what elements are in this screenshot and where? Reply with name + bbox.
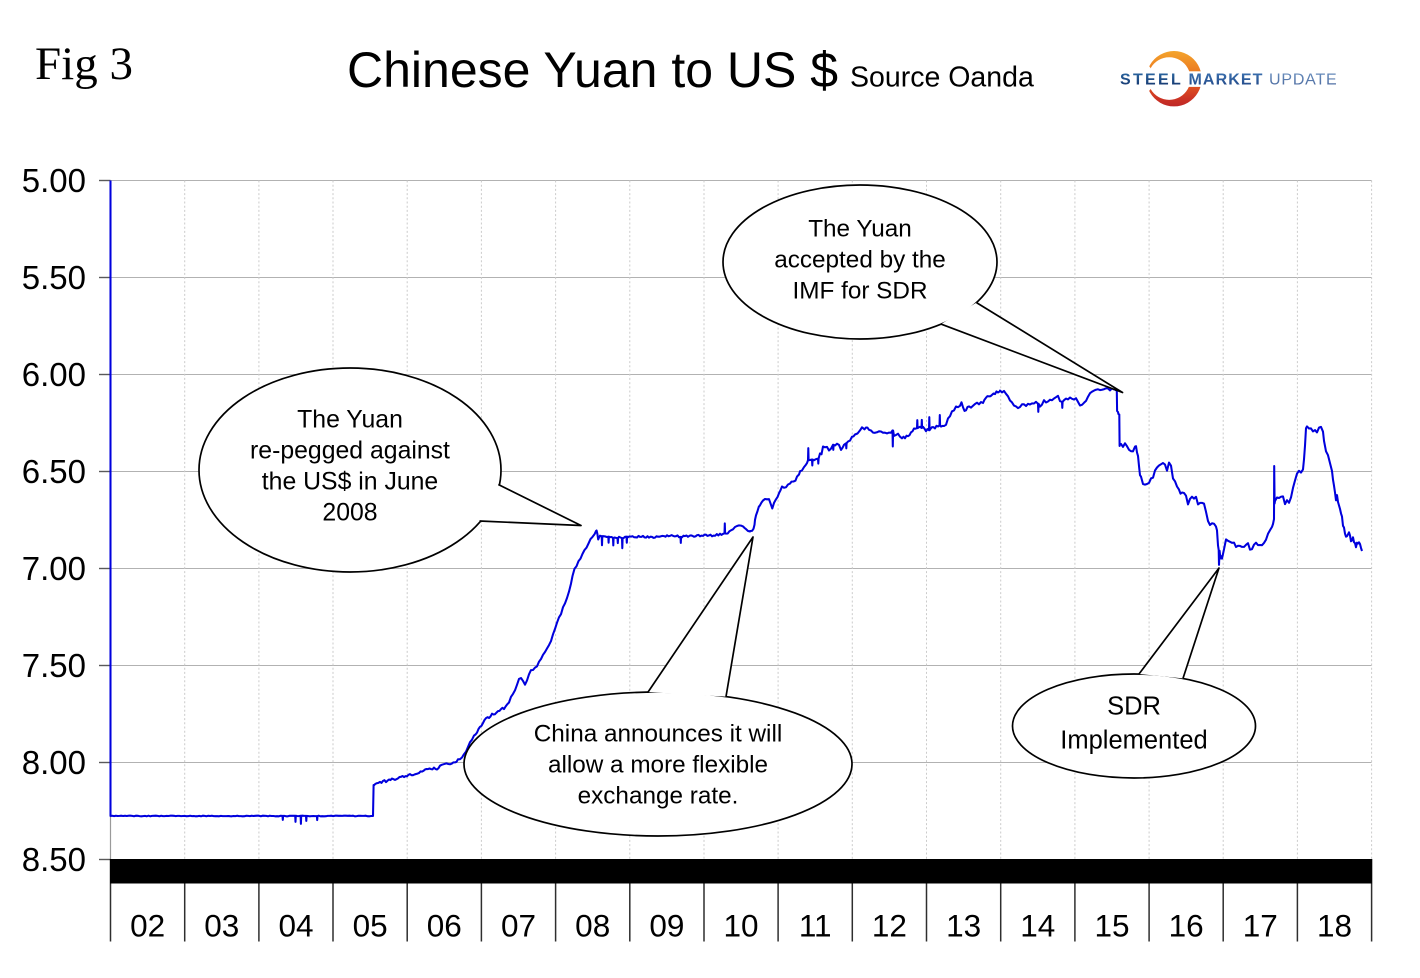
svg-text:15: 15 <box>1094 908 1129 944</box>
svg-text:STEEL: STEEL <box>1120 72 1183 89</box>
svg-text:Chinese Yuan to US $: Chinese Yuan to US $ <box>347 42 838 98</box>
svg-text:7.50: 7.50 <box>22 647 86 684</box>
svg-text:7.00: 7.00 <box>22 550 86 587</box>
svg-text:MARKET: MARKET <box>1189 72 1264 89</box>
svg-text:the US$ in June: the US$ in June <box>262 469 438 496</box>
svg-text:18: 18 <box>1317 908 1352 944</box>
svg-text:08: 08 <box>575 908 610 944</box>
svg-text:5.00: 5.00 <box>22 162 86 199</box>
svg-text:2008: 2008 <box>322 500 377 527</box>
svg-text:09: 09 <box>649 908 684 944</box>
svg-text:10: 10 <box>723 908 758 944</box>
svg-text:UPDATE: UPDATE <box>1269 72 1338 89</box>
svg-text:re-pegged against: re-pegged against <box>250 438 450 465</box>
svg-text:5.50: 5.50 <box>22 259 86 296</box>
svg-text:Source Oanda: Source Oanda <box>850 62 1034 94</box>
svg-text:allow a more flexible: allow a more flexible <box>548 752 768 779</box>
svg-text:8.50: 8.50 <box>22 841 86 878</box>
svg-text:Implemented: Implemented <box>1060 727 1207 755</box>
svg-text:Fig 3: Fig 3 <box>35 38 133 90</box>
svg-text:17: 17 <box>1243 908 1278 944</box>
svg-text:13: 13 <box>946 908 981 944</box>
svg-text:06: 06 <box>427 908 462 944</box>
svg-text:exchange rate.: exchange rate. <box>578 783 739 810</box>
svg-text:SDR: SDR <box>1107 693 1161 721</box>
svg-text:IMF for SDR: IMF for SDR <box>793 278 928 305</box>
svg-text:China announces it will: China announces it will <box>534 721 783 748</box>
svg-text:6.00: 6.00 <box>22 356 86 393</box>
svg-text:14: 14 <box>1020 908 1055 944</box>
svg-text:8.00: 8.00 <box>22 744 86 781</box>
svg-text:The Yuan: The Yuan <box>808 216 912 243</box>
svg-text:05: 05 <box>353 908 388 944</box>
svg-text:The Yuan: The Yuan <box>297 407 403 434</box>
svg-text:07: 07 <box>501 908 536 944</box>
svg-text:11: 11 <box>799 908 832 944</box>
svg-text:16: 16 <box>1169 908 1204 944</box>
svg-text:accepted by the: accepted by the <box>774 247 946 274</box>
svg-text:02: 02 <box>130 908 165 944</box>
svg-text:03: 03 <box>204 908 239 944</box>
svg-text:04: 04 <box>278 908 313 944</box>
svg-text:6.50: 6.50 <box>22 453 86 490</box>
svg-text:12: 12 <box>872 908 907 944</box>
